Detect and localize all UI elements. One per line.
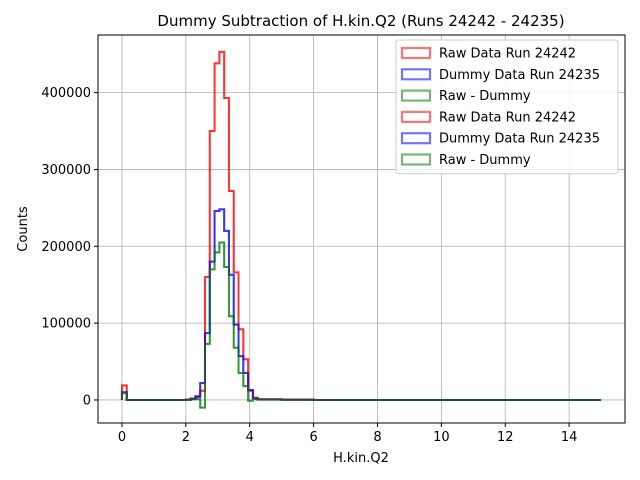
x-tick-label: 10 <box>433 430 450 445</box>
y-tick-label: 300000 <box>41 163 91 178</box>
y-tick-label: 100000 <box>41 317 91 332</box>
series-group <box>120 50 602 409</box>
plot-area-frame <box>97 34 626 424</box>
y-tick-label: 200000 <box>41 240 91 255</box>
x-tick-label: 0 <box>118 430 126 445</box>
legend-swatch <box>400 89 432 102</box>
x-axis-label: H.kin.Q2 <box>333 451 389 466</box>
x-axis-ticks: 0 2 4 6 8 10 12 14 <box>118 423 578 445</box>
y-tick-label: 0 <box>83 393 91 408</box>
x-tick-label: 12 <box>497 430 514 445</box>
chart-title: Dummy Subtraction of H.kin.Q2 (Runs 2424… <box>157 12 564 30</box>
x-tick-label: 14 <box>561 430 578 445</box>
legend-swatch <box>400 132 432 145</box>
y-axis-ticks: 0 100000 200000 300000 400000 <box>41 86 98 408</box>
legend: Raw Data Run 24242 Dummy Data Run 24235 Ra… <box>395 39 619 175</box>
y-tick-label: 400000 <box>41 86 91 101</box>
legend-swatch <box>400 153 432 166</box>
legend-swatch <box>400 68 432 81</box>
x-tick-label: 4 <box>246 430 254 445</box>
legend-box <box>395 39 619 175</box>
series-line-6 <box>120 241 602 409</box>
legend-label: Raw Data Run 24242 <box>439 47 576 62</box>
legend-label: Raw - Dummy <box>439 153 531 168</box>
legend-label: Raw - Dummy <box>439 89 531 104</box>
x-tick-label: 2 <box>182 430 190 445</box>
y-axis-label: Counts <box>16 206 31 252</box>
x-tick-label: 6 <box>309 430 317 445</box>
legend-label: Raw Data Run 24242 <box>439 110 576 125</box>
legend-label: Dummy Data Run 24235 <box>439 68 600 83</box>
legend-swatch <box>400 110 432 124</box>
legend-swatch <box>400 46 432 60</box>
legend-label: Dummy Data Run 24235 <box>439 132 600 147</box>
x-tick-label: 8 <box>373 430 381 445</box>
